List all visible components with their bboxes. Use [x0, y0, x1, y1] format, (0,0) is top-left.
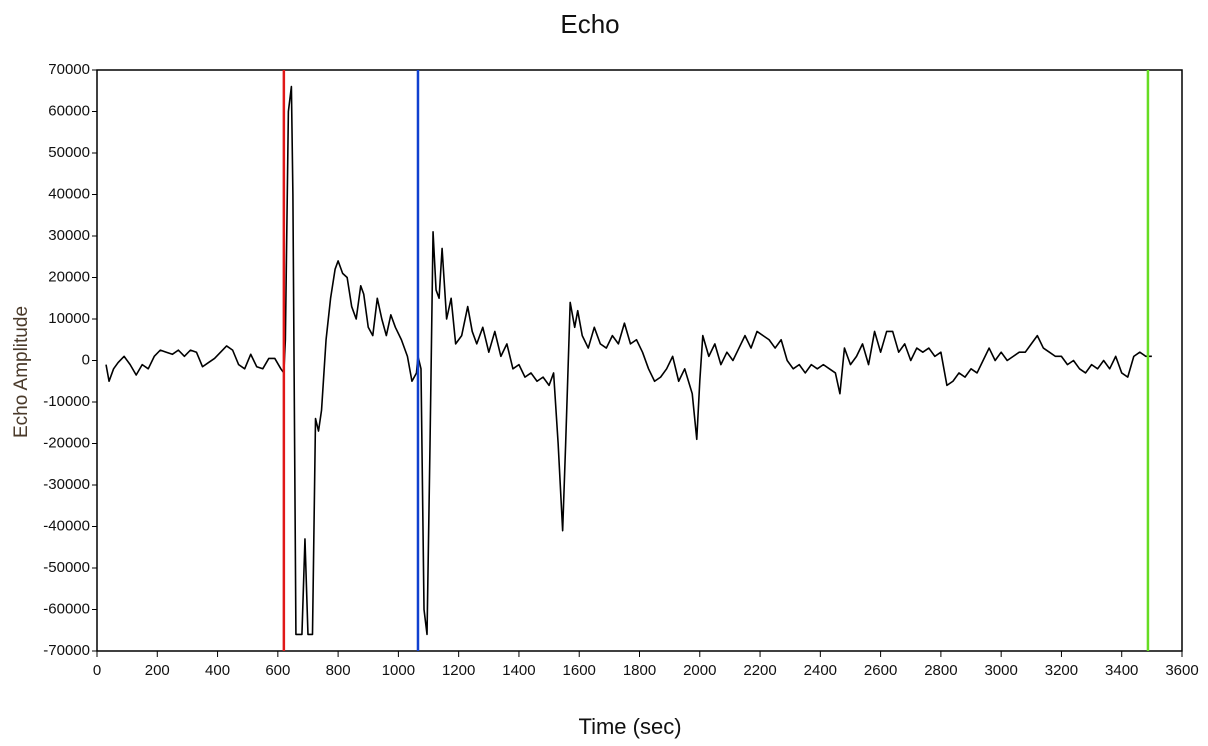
- y-tick-label: 30000: [48, 227, 90, 244]
- x-tick-label: 1200: [442, 662, 475, 679]
- x-tick-label: 2600: [864, 662, 897, 679]
- y-tick-label: 40000: [48, 185, 90, 202]
- plot-frame: [96, 69, 1183, 652]
- x-tick-label: 2400: [804, 662, 837, 679]
- y-tick-label: -50000: [43, 559, 90, 576]
- x-tick-label: 3200: [1045, 662, 1078, 679]
- y-tick-label: 10000: [48, 310, 90, 327]
- x-tick-label: 800: [326, 662, 351, 679]
- y-tick-label: 60000: [48, 102, 90, 119]
- y-tick-label: -60000: [43, 600, 90, 617]
- y-tick-label: -40000: [43, 517, 90, 534]
- y-tick-label: 50000: [48, 144, 90, 161]
- y-axis-label: Echo Amplitude: [11, 306, 32, 438]
- x-tick-label: 1000: [382, 662, 415, 679]
- y-tick-label: -10000: [43, 393, 90, 410]
- x-tick-label: 3000: [984, 662, 1017, 679]
- x-tick-label: 2800: [924, 662, 957, 679]
- x-tick-label: 3600: [1165, 662, 1198, 679]
- y-tick-label: -70000: [43, 642, 90, 659]
- x-tick-label: 400: [205, 662, 230, 679]
- x-tick-label: 1600: [563, 662, 596, 679]
- x-tick-label: 2200: [743, 662, 776, 679]
- y-tick-label: -20000: [43, 434, 90, 451]
- x-tick-label: 1400: [502, 662, 535, 679]
- y-tick-label: -30000: [43, 476, 90, 493]
- x-tick-label: 0: [93, 662, 101, 679]
- y-tick-label: 0: [82, 351, 90, 368]
- x-tick-label: 2000: [683, 662, 716, 679]
- chart-title: Echo: [560, 9, 619, 39]
- y-tick-label: 20000: [48, 268, 90, 285]
- x-tick-label: 200: [145, 662, 170, 679]
- data-line: [105, 85, 1152, 636]
- x-tick-label: 1800: [623, 662, 656, 679]
- x-axis-label: Time (sec): [578, 714, 681, 739]
- x-tick-label: 600: [265, 662, 290, 679]
- y-tick-label: 70000: [48, 61, 90, 78]
- x-tick-label: 3400: [1105, 662, 1138, 679]
